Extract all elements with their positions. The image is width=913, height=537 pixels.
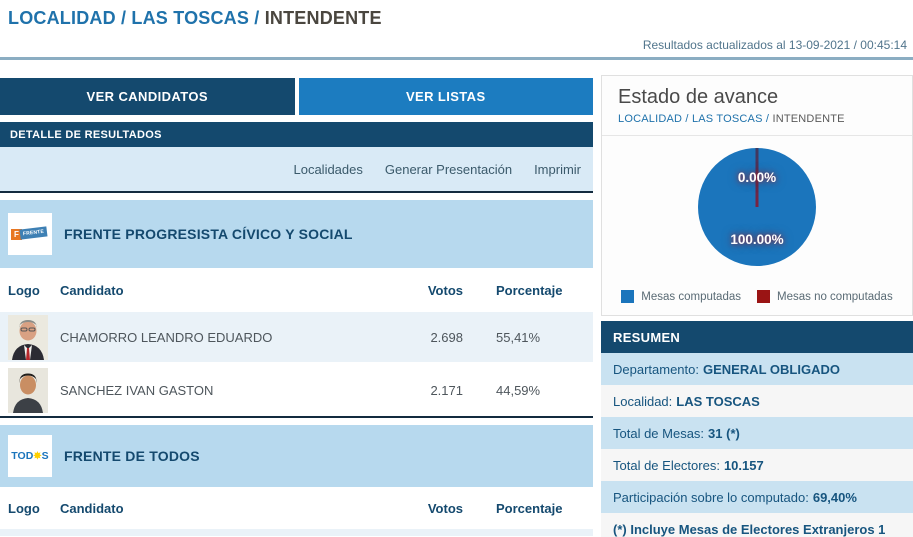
- logo-s-text: S: [41, 450, 49, 462]
- col-header-votos: Votos: [427, 500, 463, 516]
- results-updated-timestamp: Resultados actualizados al 13-09-2021 / …: [642, 38, 907, 52]
- resumen-value: 69,40%: [812, 489, 857, 505]
- breadcrumb-link-las-toscas[interactable]: LAS TOSCAS: [691, 113, 763, 125]
- candidate-name: SANCHEZ IVAN GASTON: [60, 382, 214, 398]
- title-link-las-toscas[interactable]: LAS TOSCAS: [131, 8, 250, 28]
- party-logo-frente-progresista: F FRENTE: [8, 213, 52, 255]
- resumen-label: Participación sobre lo computado:: [613, 489, 809, 505]
- resumen-label: Total de Electores:: [613, 457, 720, 473]
- party-section-frente-de-todos: TOD✸S FRENTE DE TODOS: [0, 425, 593, 487]
- title-current-intendente: INTENDENTE: [264, 8, 382, 28]
- view-tabs: VER CANDIDATOS VER LISTAS: [0, 78, 593, 115]
- legend-item-mesas-no-computadas: Mesas no computadas: [757, 290, 893, 303]
- breadcrumb-separator: /: [685, 113, 689, 125]
- frente-progresista-logo-icon: F FRENTE: [11, 226, 49, 242]
- candidate-percent: 55,41%: [496, 329, 541, 345]
- party-name: FRENTE DE TODOS: [64, 448, 200, 464]
- resumen-row-total-electores: Total de Electores: 10.157: [601, 449, 913, 481]
- header-divider: [0, 57, 913, 60]
- title-separator: /: [254, 8, 260, 28]
- candidate-row: CHAMORRO LEANDRO EDUARDO 2.698 55,41%: [0, 312, 593, 364]
- resumen-value: 31 (*): [708, 425, 740, 441]
- col-header-logo: Logo: [8, 500, 40, 516]
- candidate-percent: 44,59%: [496, 382, 541, 398]
- candidate-row-partial: [0, 529, 593, 536]
- estado-de-avance-title: Estado de avance: [618, 86, 779, 108]
- candidate-votes: 2.171: [430, 382, 463, 398]
- candidate-votes: 2.698: [430, 329, 463, 345]
- party-logo-frente-de-todos: TOD✸S: [8, 435, 52, 477]
- col-header-votos: Votos: [427, 282, 463, 298]
- pie-label-computadas: 100.00%: [730, 232, 784, 247]
- link-localidades[interactable]: Localidades: [293, 161, 363, 177]
- logo-f-square: F: [11, 229, 22, 240]
- pie-slice-mesas-no-computadas: [755, 148, 759, 207]
- candidate-photo-sanchez: [8, 367, 48, 413]
- resumen-value: (*) Incluye Mesas de Electores Extranjer…: [613, 521, 886, 537]
- candidate-photo: [8, 367, 60, 413]
- col-header-logo: Logo: [8, 282, 40, 298]
- legend-swatch-blue: [621, 290, 635, 303]
- resumen-panel: RESUMEN Departamento: GENERAL OBLIGADO L…: [601, 321, 913, 537]
- avance-divider: [602, 135, 912, 136]
- resumen-label: Total de Mesas:: [613, 425, 705, 441]
- resumen-value: LAS TOSCAS: [676, 393, 760, 409]
- avance-breadcrumb: LOCALIDAD / LAS TOSCAS / INTENDENTE: [602, 109, 912, 135]
- resumen-row-nota-extranjeros: (*) Incluye Mesas de Electores Extranjer…: [601, 513, 913, 537]
- col-header-candidato: Candidato: [60, 500, 124, 516]
- resumen-value: 10.157: [723, 457, 764, 473]
- col-header-porcentaje: Porcentaje: [496, 282, 563, 298]
- resumen-row-departamento: Departamento: GENERAL OBLIGADO: [601, 353, 913, 385]
- logo-tod-text: TOD: [11, 450, 34, 462]
- detalle-de-resultados-header: DETALLE DE RESULTADOS: [0, 122, 593, 147]
- candidate-photo: [8, 314, 60, 360]
- mesas-pie-chart: 0.00% 100.00%: [602, 148, 912, 280]
- legend-label: Mesas computadas: [641, 290, 741, 303]
- party-name: FRENTE PROGRESISTA CÍVICO Y SOCIAL: [64, 226, 353, 242]
- title-link-localidad[interactable]: LOCALIDAD: [8, 8, 116, 28]
- resumen-header: RESUMEN: [601, 321, 913, 353]
- results-column: VER CANDIDATOS VER LISTAS DETALLE DE RES…: [0, 78, 593, 536]
- results-table-header: Logo Candidato Votos Porcentaje: [0, 268, 593, 312]
- legend-swatch-red: [757, 290, 770, 303]
- pie-label-no-computadas: 0.00%: [737, 170, 777, 185]
- candidate-photo-chamorro: [8, 314, 48, 360]
- results-table-header: Logo Candidato Votos Porcentaje: [0, 487, 593, 529]
- candidate-name: CHAMORRO LEANDRO EDUARDO: [60, 329, 273, 345]
- legend-item-mesas-computadas: Mesas computadas: [621, 290, 741, 303]
- col-header-candidato: Candidato: [60, 282, 124, 298]
- tab-ver-listas[interactable]: VER LISTAS: [298, 78, 593, 115]
- candidate-row: SANCHEZ IVAN GASTON 2.171 44,59%: [0, 364, 593, 416]
- resumen-label: Departamento:: [613, 361, 699, 377]
- tab-ver-candidatos[interactable]: VER CANDIDATOS: [0, 78, 295, 115]
- resumen-label: Localidad:: [613, 393, 673, 409]
- logo-frente-band: FRENTE: [19, 226, 48, 240]
- col-header-porcentaje: Porcentaje: [496, 500, 563, 516]
- resumen-row-total-mesas: Total de Mesas: 31 (*): [601, 417, 913, 449]
- breadcrumb-link-localidad[interactable]: LOCALIDAD: [618, 113, 683, 125]
- page-title-breadcrumb: LOCALIDAD / LAS TOSCAS / INTENDENTE: [8, 8, 382, 29]
- resumen-row-participacion: Participación sobre lo computado: 69,40%: [601, 481, 913, 513]
- link-imprimir[interactable]: Imprimir: [534, 161, 581, 177]
- pie-legend: Mesas computadas Mesas no computadas: [602, 290, 912, 303]
- link-generar-presentacion[interactable]: Generar Presentación: [384, 161, 513, 177]
- party-section-frente-progresista: F FRENTE FRENTE PROGRESISTA CÍVICO Y SOC…: [0, 200, 593, 268]
- sidebar-column: Estado de avance LOCALIDAD / LAS TOSCAS …: [601, 75, 913, 537]
- sun-icon: ✸: [33, 451, 42, 462]
- party-block-divider: [0, 416, 593, 418]
- resumen-row-localidad: Localidad: LAS TOSCAS: [601, 385, 913, 417]
- breadcrumb-current-intendente: INTENDENTE: [772, 113, 845, 125]
- estado-de-avance-card: Estado de avance LOCALIDAD / LAS TOSCAS …: [601, 75, 913, 316]
- results-toolbar: Localidades Generar Presentación Imprimi…: [0, 147, 593, 193]
- title-separator: /: [121, 8, 127, 28]
- frente-de-todos-logo-icon: TOD✸S: [11, 450, 48, 462]
- breadcrumb-separator: /: [765, 113, 770, 125]
- legend-label: Mesas no computadas: [777, 290, 893, 303]
- resumen-value: GENERAL OBLIGADO: [703, 361, 840, 377]
